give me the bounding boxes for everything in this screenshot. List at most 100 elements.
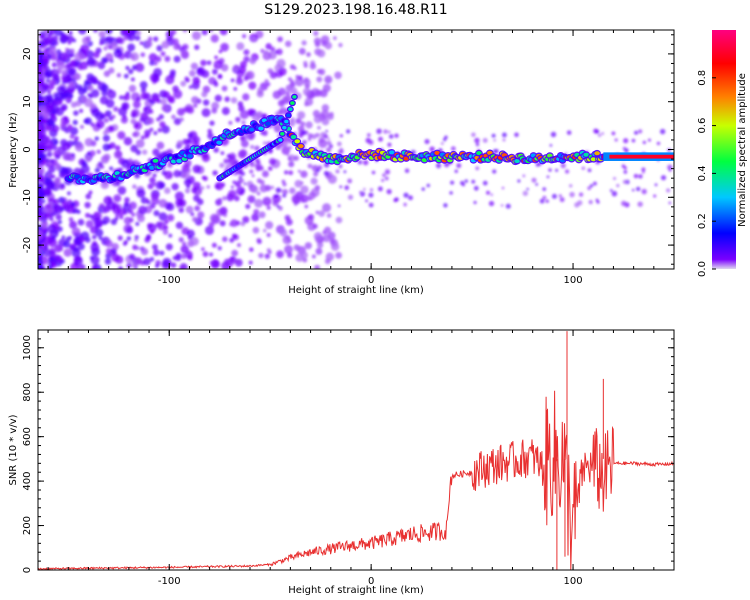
speckle-point xyxy=(219,220,226,227)
colorbar-tick-label: 0.0 xyxy=(697,261,708,277)
speckle-point xyxy=(51,62,57,68)
speckle-point xyxy=(186,138,192,143)
speckle-point xyxy=(71,248,81,258)
speckle-point xyxy=(103,46,108,51)
speckle-point xyxy=(202,99,210,106)
speckle-point xyxy=(666,188,671,193)
speckle-point xyxy=(333,36,337,40)
speckle-point xyxy=(237,243,241,248)
speckle-point xyxy=(163,187,171,194)
speckle-point xyxy=(55,214,62,221)
speckle-point xyxy=(135,62,144,70)
speckle-point xyxy=(475,143,480,147)
speckle-point xyxy=(200,59,207,67)
speckle-point xyxy=(301,130,307,136)
speckle-point xyxy=(444,135,448,140)
speckle-point xyxy=(239,110,249,120)
speckle-point xyxy=(51,144,58,151)
speckle-point xyxy=(114,145,121,151)
speckle-point xyxy=(218,49,223,54)
speckle-point xyxy=(69,133,75,139)
speckle-point xyxy=(77,218,85,226)
speckle-point xyxy=(264,253,271,259)
speckle-point xyxy=(270,185,275,190)
speckle-point xyxy=(149,257,155,262)
speckle-point xyxy=(339,185,343,189)
speckle-point xyxy=(326,140,332,146)
speckle-point xyxy=(128,201,137,210)
speckle-point xyxy=(123,210,128,215)
speckle-point xyxy=(284,245,293,254)
speckle-point xyxy=(235,116,241,123)
speckle-point xyxy=(262,114,267,118)
speckle-point xyxy=(239,60,247,69)
speckle-point xyxy=(601,132,605,135)
speckle-point xyxy=(229,237,235,243)
speckle-point xyxy=(102,216,111,224)
speckle-point xyxy=(52,203,61,212)
speckle-point xyxy=(451,146,456,151)
speckle-point xyxy=(613,176,617,181)
speckle-point xyxy=(94,224,100,230)
speckle-point xyxy=(146,234,152,240)
speckle-point xyxy=(91,107,100,117)
speckle-point xyxy=(222,236,228,242)
speckle-point xyxy=(123,35,129,41)
ridge-blob xyxy=(547,153,553,158)
speckle-point xyxy=(449,191,453,195)
speckle-point xyxy=(38,123,42,131)
speckle-point xyxy=(135,30,141,36)
speckle-point xyxy=(218,73,222,78)
speckle-point xyxy=(134,235,139,240)
speckle-point xyxy=(559,197,565,203)
speckle-point xyxy=(114,213,120,218)
speckle-point xyxy=(44,140,54,149)
speckle-point xyxy=(156,45,163,52)
y-tick-label: 600 xyxy=(22,427,33,446)
speckle-point xyxy=(260,166,264,171)
speckle-point xyxy=(251,174,255,178)
speckle-point xyxy=(176,44,181,49)
speckle-point xyxy=(317,49,326,58)
speckle-point xyxy=(581,166,585,170)
speckle-point xyxy=(147,223,157,233)
ridge-blob xyxy=(149,165,155,170)
speckle-point xyxy=(173,89,183,99)
speckle-point xyxy=(85,50,94,59)
speckle-point xyxy=(54,254,61,261)
speckle-point xyxy=(339,134,343,138)
speckle-point xyxy=(60,31,65,36)
speckle-point xyxy=(69,220,77,229)
speckle-point xyxy=(568,184,573,188)
speckle-point xyxy=(286,252,293,258)
speckle-point xyxy=(84,98,93,108)
speckle-point xyxy=(98,30,106,38)
speckle-point xyxy=(252,226,260,234)
speckle-point xyxy=(155,263,160,269)
speckle-point xyxy=(262,196,272,206)
speckle-point xyxy=(103,70,111,77)
speckle-point xyxy=(115,150,122,158)
speckle-point xyxy=(382,173,386,178)
speckle-point xyxy=(201,30,208,36)
speckle-point xyxy=(638,174,643,179)
speckle-point xyxy=(85,155,92,163)
y-tick-label: 0 xyxy=(22,567,33,573)
speckle-point xyxy=(109,166,114,171)
speckle-point xyxy=(318,68,326,76)
speckle-point xyxy=(550,131,557,138)
speckle-point xyxy=(68,217,74,222)
speckle-point xyxy=(153,36,159,42)
speckle-point xyxy=(588,199,593,205)
speckle-point xyxy=(62,142,71,151)
speckle-point xyxy=(371,170,376,175)
speckle-point xyxy=(312,109,321,118)
speckle-point xyxy=(129,209,134,214)
speckle-point xyxy=(131,110,139,118)
speckle-point xyxy=(201,108,211,118)
speckle-point xyxy=(638,129,643,134)
speckle-point xyxy=(192,181,201,190)
speckle-point xyxy=(62,91,69,99)
speckle-point xyxy=(201,247,205,252)
spectrogram-background-speckle xyxy=(38,30,673,269)
